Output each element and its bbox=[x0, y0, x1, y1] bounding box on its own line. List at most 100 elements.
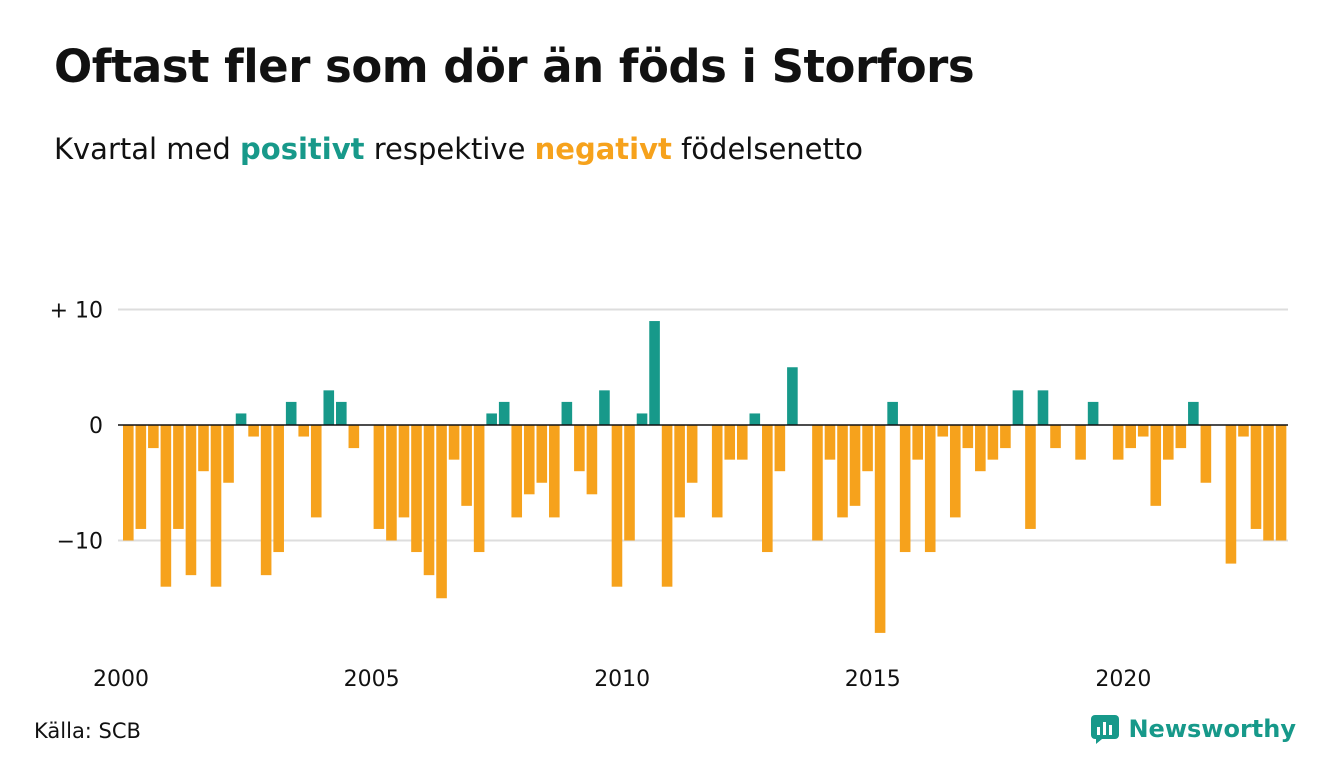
bar bbox=[336, 401, 347, 425]
subtitle-suffix: födelsenetto bbox=[681, 132, 863, 166]
bar bbox=[248, 425, 259, 437]
bar bbox=[586, 425, 598, 495]
bar bbox=[235, 413, 247, 425]
bar bbox=[498, 401, 510, 425]
x-tick-label: 2005 bbox=[344, 667, 400, 692]
bar bbox=[849, 425, 861, 506]
bar bbox=[135, 425, 147, 529]
bar bbox=[298, 425, 310, 437]
bar bbox=[260, 425, 272, 576]
bar bbox=[549, 425, 560, 518]
bar bbox=[599, 390, 610, 425]
bar bbox=[949, 425, 961, 518]
bar bbox=[461, 425, 472, 506]
subtitle-positive: positivt bbox=[240, 132, 365, 166]
chart-subtitle: Kvartal med positivt respektive negativt… bbox=[54, 132, 863, 166]
bar bbox=[937, 425, 949, 437]
bar bbox=[574, 425, 585, 472]
bar bbox=[1012, 390, 1024, 425]
bar bbox=[310, 425, 322, 518]
newsworthy-icon bbox=[1091, 715, 1120, 744]
bar bbox=[160, 425, 172, 587]
bar bbox=[386, 425, 397, 541]
bar bbox=[473, 425, 485, 553]
bar bbox=[812, 425, 823, 541]
bar bbox=[1225, 425, 1237, 564]
bar bbox=[975, 425, 986, 472]
bar bbox=[198, 425, 209, 472]
bar bbox=[674, 425, 685, 518]
bar bbox=[223, 425, 234, 483]
bar bbox=[874, 425, 886, 633]
bar bbox=[962, 425, 974, 449]
bar bbox=[1000, 425, 1011, 449]
bar bbox=[912, 425, 923, 460]
bar bbox=[749, 413, 761, 425]
bar bbox=[511, 425, 523, 518]
bar bbox=[1162, 425, 1174, 460]
bar-chart: + 10 0 −10 2000 2005 2010 2015 2020 bbox=[50, 299, 1288, 692]
bar bbox=[686, 425, 698, 483]
bar bbox=[185, 425, 197, 576]
bar bbox=[561, 401, 573, 425]
bar bbox=[1200, 425, 1212, 483]
bar bbox=[323, 390, 335, 425]
bar bbox=[924, 425, 936, 553]
bar bbox=[724, 425, 736, 460]
x-tick-label: 2000 bbox=[93, 667, 149, 692]
bar bbox=[1188, 401, 1199, 425]
bar bbox=[448, 425, 460, 460]
bar bbox=[1050, 425, 1061, 449]
bar bbox=[636, 413, 648, 425]
bar bbox=[1112, 425, 1124, 460]
bar bbox=[1137, 425, 1149, 437]
bar bbox=[1238, 425, 1249, 437]
bar bbox=[824, 425, 836, 460]
bar bbox=[373, 425, 385, 529]
bar bbox=[273, 425, 284, 553]
bar bbox=[436, 425, 447, 599]
bar bbox=[837, 425, 848, 518]
brand-logo: Newsworthy bbox=[1090, 714, 1296, 744]
bar bbox=[148, 425, 159, 449]
bar bbox=[624, 425, 635, 541]
bar bbox=[899, 425, 911, 553]
bar bbox=[1275, 425, 1287, 541]
bar bbox=[611, 425, 623, 587]
bar bbox=[711, 425, 723, 518]
bar bbox=[536, 425, 548, 483]
bar bbox=[1075, 425, 1086, 460]
bar bbox=[736, 425, 748, 460]
bar bbox=[1175, 425, 1187, 449]
bar bbox=[411, 425, 422, 553]
bar bbox=[774, 425, 786, 472]
bar bbox=[423, 425, 435, 576]
x-tick-label: 2015 bbox=[845, 667, 901, 692]
y-tick-label: + 10 bbox=[50, 299, 103, 324]
bar bbox=[1250, 425, 1262, 529]
bar bbox=[1150, 425, 1162, 506]
bar bbox=[123, 425, 134, 541]
chart-title: Oftast fler som dör än föds i Storfors bbox=[54, 40, 975, 93]
bar bbox=[1025, 425, 1036, 529]
x-tick-label: 2010 bbox=[594, 667, 650, 692]
subtitle-prefix: Kvartal med bbox=[54, 132, 231, 166]
bar bbox=[486, 413, 497, 425]
y-tick-label: −10 bbox=[57, 530, 103, 555]
bar bbox=[887, 401, 898, 425]
bar bbox=[862, 425, 873, 472]
bar bbox=[210, 425, 222, 587]
bar bbox=[762, 425, 773, 553]
bar bbox=[398, 425, 410, 518]
bar bbox=[987, 425, 999, 460]
bar bbox=[649, 321, 660, 425]
bar bbox=[523, 425, 535, 495]
bar bbox=[1263, 425, 1274, 541]
subtitle-middle: respektive bbox=[373, 132, 526, 166]
x-tick-label: 2020 bbox=[1095, 667, 1151, 692]
bar bbox=[285, 401, 297, 425]
bar bbox=[661, 425, 673, 587]
bar bbox=[1037, 390, 1049, 425]
bar bbox=[1087, 401, 1099, 425]
bar bbox=[787, 367, 798, 425]
